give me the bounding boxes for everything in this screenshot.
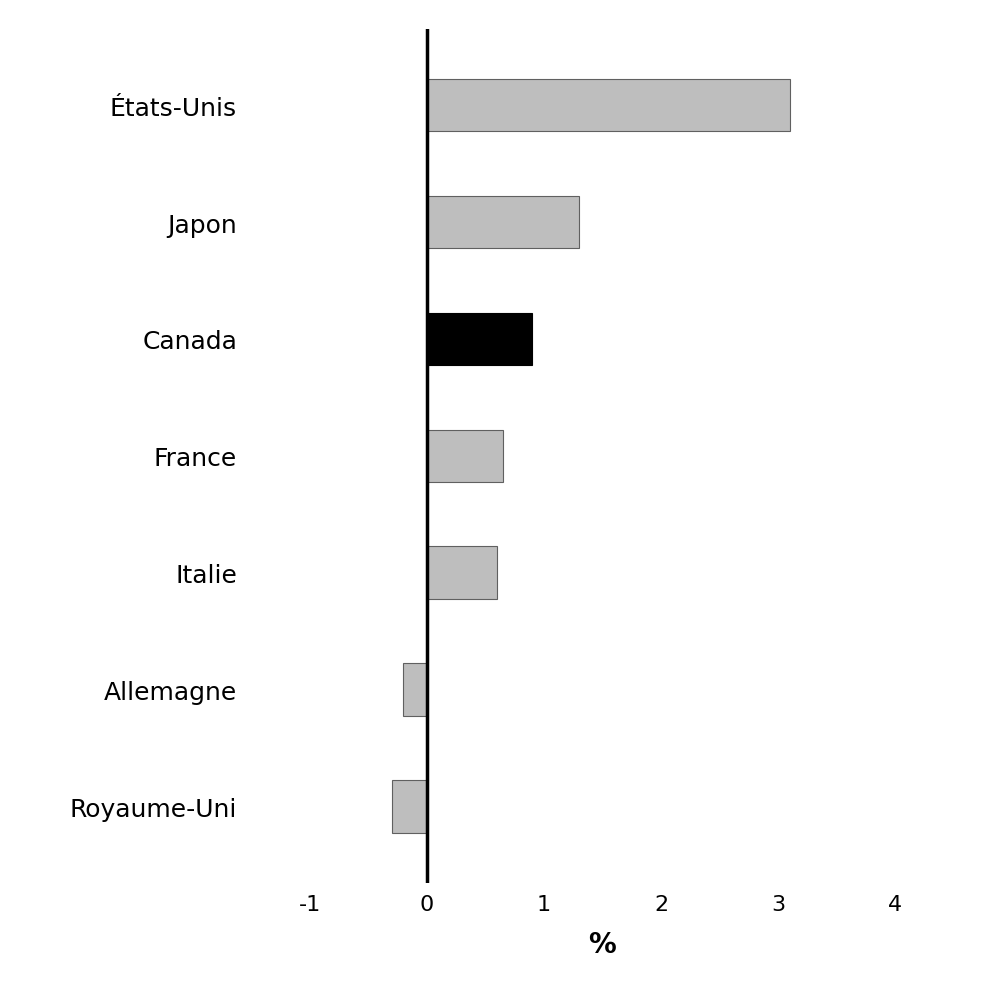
Bar <box>426 313 532 366</box>
Bar <box>403 664 426 716</box>
Bar <box>426 547 496 600</box>
Bar <box>426 79 789 132</box>
Bar <box>426 197 579 249</box>
Bar <box>391 780 426 833</box>
Bar <box>426 430 503 482</box>
X-axis label: %: % <box>588 931 616 958</box>
